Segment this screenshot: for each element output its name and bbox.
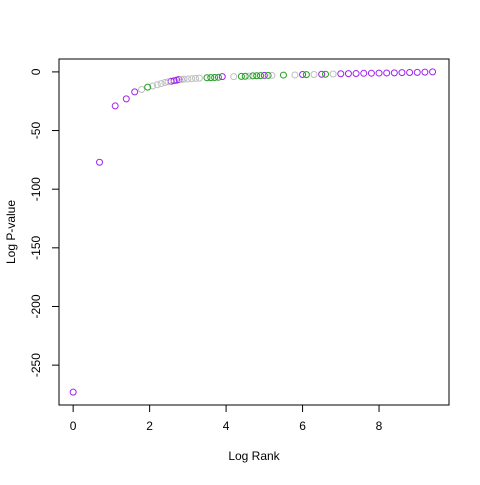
point [429, 68, 437, 76]
point [360, 69, 368, 77]
x-tick-label: 6 [299, 419, 306, 433]
y-tick-label: -200 [29, 294, 43, 318]
plot-box [58, 58, 450, 406]
point [291, 71, 299, 79]
point [131, 88, 139, 96]
point [344, 70, 352, 78]
y-axis-label: Log P-value [4, 200, 18, 264]
point [211, 74, 219, 82]
point [413, 68, 421, 76]
x-tick-label: 8 [376, 419, 383, 433]
y-tick-label: -250 [29, 353, 43, 377]
point [111, 102, 119, 110]
point [279, 71, 287, 79]
point [421, 68, 429, 76]
point [149, 82, 157, 90]
point [184, 75, 192, 83]
x-tick-label: 2 [146, 419, 153, 433]
point [153, 81, 161, 89]
y-tick-label: 0 [29, 68, 43, 75]
point [144, 83, 152, 91]
point [318, 70, 326, 78]
point [218, 73, 226, 81]
point [302, 71, 310, 79]
point [260, 71, 268, 79]
point [122, 95, 130, 103]
point [188, 75, 196, 83]
point [406, 68, 414, 76]
point [352, 70, 360, 78]
point [157, 80, 165, 88]
x-tick-label: 4 [223, 419, 230, 433]
point [310, 70, 318, 78]
point [367, 69, 375, 77]
point [241, 72, 249, 80]
point [390, 69, 398, 77]
point [164, 78, 172, 86]
point [69, 388, 77, 396]
point [257, 72, 264, 80]
point [161, 78, 169, 86]
point [322, 70, 329, 78]
point [337, 70, 345, 78]
y-tick-label: -100 [29, 177, 43, 201]
point [96, 158, 104, 166]
point [237, 72, 245, 80]
x-axis-label: Log Rank [228, 449, 280, 463]
point [398, 69, 406, 77]
point [383, 69, 391, 77]
point [253, 72, 261, 80]
point [138, 85, 146, 93]
point [264, 71, 272, 79]
point [268, 71, 276, 79]
point [177, 76, 185, 84]
point [249, 72, 257, 80]
point [192, 74, 199, 82]
y-tick-label: -150 [29, 236, 43, 260]
point [375, 69, 383, 77]
point [180, 75, 188, 83]
point [203, 74, 211, 82]
point [175, 76, 183, 84]
point [329, 70, 337, 78]
x-tick-label: 0 [70, 419, 77, 433]
point [214, 73, 222, 81]
point [195, 74, 203, 82]
y-tick-label: -50 [29, 122, 43, 140]
point [230, 73, 238, 81]
point [245, 72, 253, 80]
point [207, 74, 215, 82]
point [299, 70, 307, 78]
